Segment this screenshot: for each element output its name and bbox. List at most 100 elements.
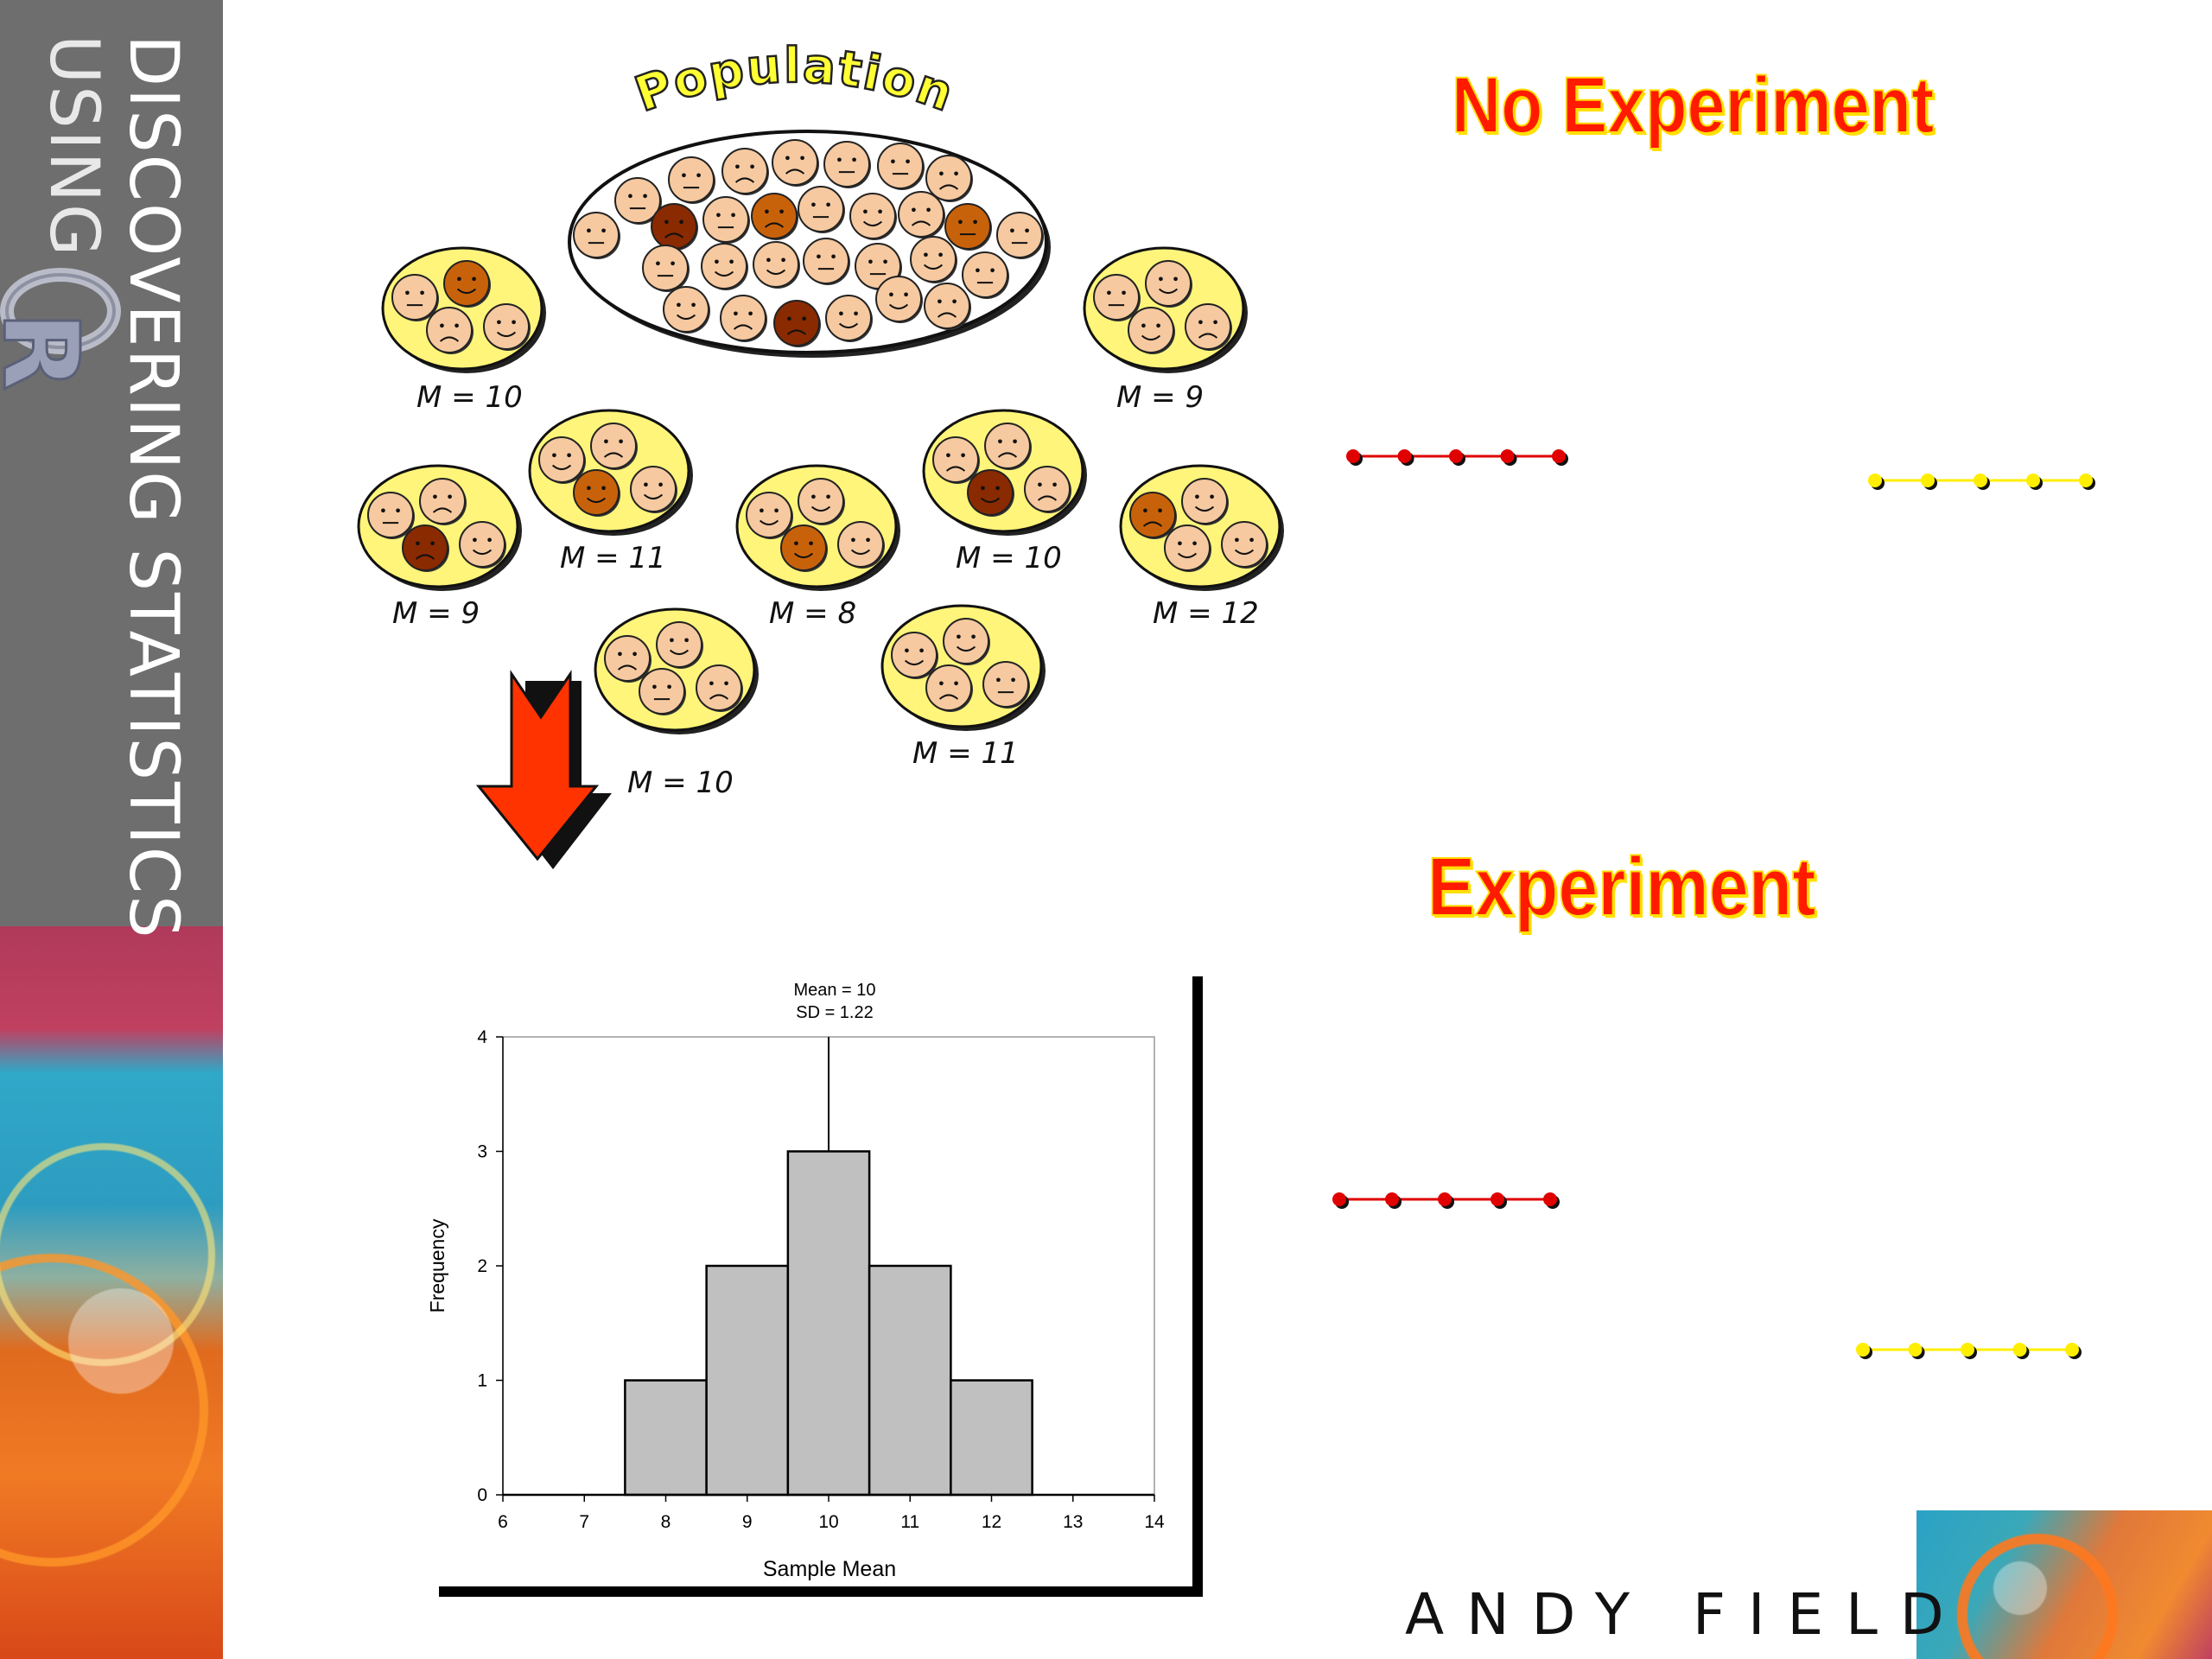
annotation-sd: SD = 1.22 bbox=[796, 1003, 874, 1022]
histogram-frame-right bbox=[1192, 976, 1203, 1597]
x-tick-label: 13 bbox=[1063, 1512, 1083, 1532]
population-ellipse bbox=[568, 130, 1051, 358]
x-tick-label: 12 bbox=[982, 1512, 1001, 1532]
face-icon bbox=[753, 241, 800, 289]
dot bbox=[1868, 474, 1882, 487]
sample-mean-label: M = 8 bbox=[769, 596, 857, 631]
face-icon bbox=[668, 156, 715, 204]
face-icon bbox=[696, 664, 743, 712]
face-icon bbox=[751, 193, 798, 240]
dot bbox=[1856, 1343, 1870, 1357]
sample-mean-label: M = 9 bbox=[1116, 380, 1205, 415]
face-icon bbox=[639, 668, 686, 715]
face-icon bbox=[772, 139, 819, 187]
population-faces bbox=[573, 139, 1044, 347]
face-icon bbox=[367, 492, 415, 539]
r-logo-letter: R bbox=[0, 311, 99, 391]
sample-group bbox=[357, 464, 522, 591]
sample-mean-label: M = 12 bbox=[1153, 596, 1259, 631]
face-icon bbox=[426, 307, 474, 354]
y-tick-label: 2 bbox=[477, 1256, 487, 1276]
face-icon bbox=[891, 632, 938, 679]
sample-mean-label: M = 10 bbox=[627, 766, 734, 800]
face-icon bbox=[1129, 492, 1177, 539]
y-tick-label: 4 bbox=[477, 1027, 487, 1047]
histogram-bar bbox=[786, 1150, 871, 1497]
dot bbox=[1449, 449, 1463, 463]
face-icon bbox=[656, 621, 703, 669]
face-icon bbox=[798, 478, 845, 525]
dot bbox=[2079, 474, 2093, 487]
x-tick-label: 6 bbox=[498, 1512, 508, 1532]
dot bbox=[1921, 474, 1935, 487]
face-icon bbox=[459, 521, 506, 569]
sample-mean-label: M = 11 bbox=[560, 541, 666, 575]
r-logo-icon: R bbox=[0, 268, 121, 392]
face-icon bbox=[780, 524, 828, 572]
face-icon bbox=[702, 196, 750, 244]
face-icon bbox=[1185, 303, 1232, 351]
face-icon bbox=[443, 260, 491, 308]
face-icon bbox=[701, 243, 748, 290]
face-icon bbox=[1128, 307, 1175, 354]
face-icon bbox=[898, 191, 945, 238]
y-tick-label: 3 bbox=[477, 1142, 487, 1162]
face-icon bbox=[1024, 466, 1071, 513]
dot bbox=[1385, 1192, 1399, 1206]
face-icon bbox=[773, 300, 821, 347]
x-tick-label: 7 bbox=[579, 1512, 589, 1532]
sample-mean-label: M = 10 bbox=[416, 380, 523, 415]
face-icon bbox=[419, 478, 467, 525]
face-icon bbox=[943, 618, 990, 665]
banner-title: DISCOVERING STATISTICS bbox=[114, 35, 192, 940]
sample-group bbox=[594, 607, 759, 734]
author-name: ANDY FIELD bbox=[1405, 1581, 1967, 1648]
y-tick-label: 1 bbox=[477, 1371, 487, 1391]
x-tick-label: 9 bbox=[742, 1512, 753, 1532]
face-icon bbox=[944, 203, 992, 251]
face-icon bbox=[1093, 274, 1141, 321]
sample-group bbox=[1119, 464, 1284, 591]
histogram-bar bbox=[624, 1379, 708, 1497]
x-tick-label: 8 bbox=[661, 1512, 671, 1532]
sample-group bbox=[1083, 246, 1248, 373]
dot bbox=[1543, 1192, 1557, 1206]
face-icon bbox=[982, 661, 1030, 709]
dot bbox=[1438, 1192, 1452, 1206]
dot bbox=[1332, 1192, 1346, 1206]
sample-mean-label: M = 11 bbox=[912, 736, 1019, 771]
sample-group bbox=[528, 409, 693, 536]
dot bbox=[1397, 449, 1412, 463]
yellow-dot-line-top bbox=[1868, 474, 2095, 490]
sample-group bbox=[381, 246, 546, 373]
sample-mean-label: M = 9 bbox=[392, 596, 480, 631]
face-icon bbox=[483, 303, 531, 351]
dot bbox=[1346, 449, 1360, 463]
face-icon bbox=[630, 466, 677, 513]
face-icon bbox=[663, 286, 710, 334]
sample-mean-label: M = 10 bbox=[956, 541, 1062, 575]
experiment-title: Experiment bbox=[1427, 840, 1816, 934]
x-tick-label: 10 bbox=[818, 1512, 838, 1532]
face-icon bbox=[962, 251, 1009, 299]
yellow-dot-line-bottom bbox=[1856, 1343, 2082, 1359]
sample-group bbox=[735, 464, 900, 591]
face-icon bbox=[651, 203, 698, 251]
y-axis-title: Frequency bbox=[426, 1218, 448, 1313]
face-icon bbox=[1145, 260, 1192, 308]
dot bbox=[1908, 1343, 1923, 1357]
face-icon bbox=[984, 423, 1032, 470]
face-icon bbox=[614, 177, 662, 225]
population-title: Population bbox=[627, 36, 961, 124]
face-icon bbox=[925, 664, 973, 712]
face-icon bbox=[1164, 524, 1211, 572]
face-icon bbox=[875, 276, 923, 323]
x-tick-label: 11 bbox=[900, 1512, 919, 1532]
histogram-bar bbox=[950, 1379, 1033, 1497]
face-icon bbox=[967, 469, 1014, 517]
face-icon bbox=[573, 212, 620, 259]
dot bbox=[1974, 474, 1987, 487]
dot bbox=[2026, 474, 2040, 487]
face-icon bbox=[825, 295, 873, 342]
face-icon bbox=[910, 236, 957, 283]
